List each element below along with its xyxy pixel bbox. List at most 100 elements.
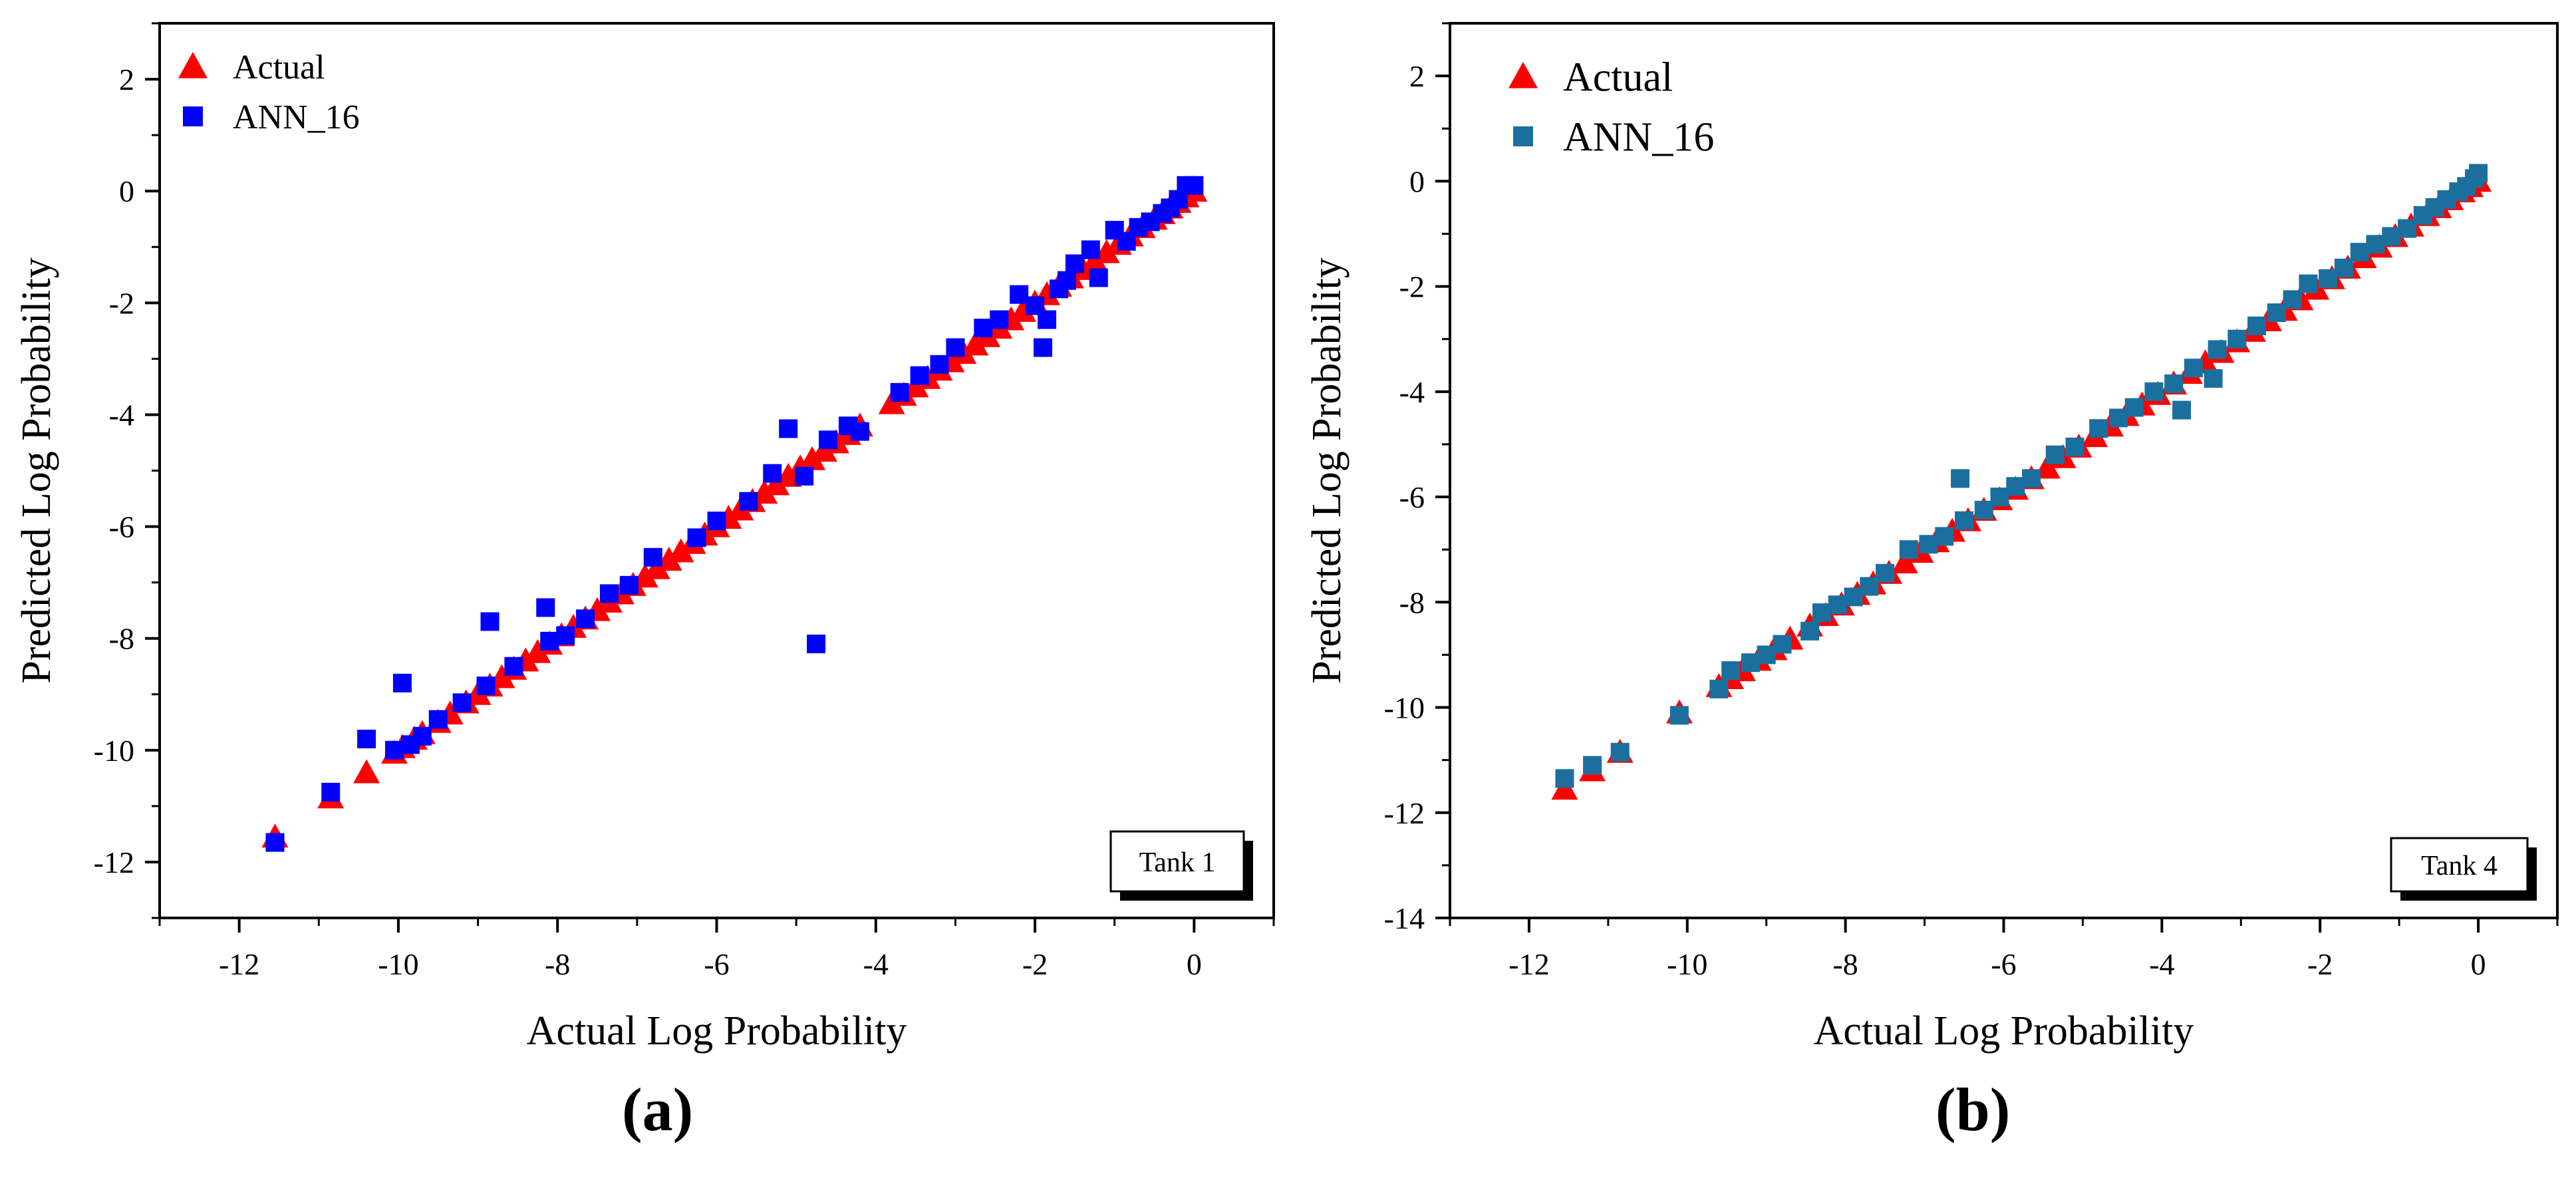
tag-label: Tank 1 (1139, 847, 1216, 878)
panel-a: -12 -10 -8 -6 -4 -2 0 -12 -10 -8 -6 -4 -2 0 2 Actual Lo… (14, 22, 1275, 1054)
ann16-point (974, 319, 993, 338)
ann16-point (2144, 382, 2164, 401)
ann16-point (2006, 477, 2025, 496)
ann16-point (476, 676, 496, 696)
x-tick-label: -10 (1667, 947, 1707, 981)
ann16-point (1034, 338, 1053, 357)
y-tick-label: -12 (94, 845, 134, 879)
tag-box (2390, 837, 2529, 893)
ann16-point (1010, 285, 1029, 304)
ann16-point (910, 366, 929, 385)
actual-point (811, 438, 838, 462)
ann16-point (480, 612, 500, 631)
legend-ann16-marker (183, 106, 203, 126)
ann16-point (1951, 469, 1970, 488)
ann16-point (2204, 369, 2223, 388)
ann16-point (504, 657, 523, 676)
ann16-point (795, 466, 814, 486)
x-tick-label: -2 (1022, 947, 1048, 981)
y-tick-label: -10 (1384, 691, 1425, 725)
actual-point (962, 331, 989, 356)
ann16-point (2299, 274, 2318, 293)
x-axis-label: Actual Log Probability (527, 1008, 907, 1054)
ann16-point (428, 710, 448, 729)
x-tick-label: -4 (863, 947, 889, 981)
x-axis-label: Actual Log Probability (1814, 1008, 2194, 1054)
ann16-point (1990, 488, 2009, 507)
tag-box (1109, 830, 1245, 893)
ann16-point (540, 631, 559, 651)
y-tick-label: -10 (94, 734, 134, 768)
ann16-point (536, 598, 555, 617)
ann16-point (357, 730, 376, 748)
ann16-point (392, 673, 412, 692)
ann16-point (2065, 437, 2084, 456)
legend-actual-marker (178, 52, 208, 78)
ann16-point (265, 833, 285, 852)
panel-b: -12 -10 -8 -6 -4 -2 0 -14 -12 -10 -8 -6 -4 -2 0 2 Actual… (1304, 22, 2559, 1054)
ann16-point (1610, 742, 1630, 762)
actual-point (799, 446, 826, 470)
legend-actual-marker (1508, 62, 1538, 88)
ann16-point (1812, 603, 1831, 623)
ann16-point (1955, 511, 1974, 530)
ann16-point (1773, 635, 1792, 654)
legend-label: ANN_16 (1563, 115, 1714, 160)
ann16-point (1065, 254, 1084, 273)
ann16-point (1919, 535, 1938, 554)
ann16-point (1089, 268, 1108, 287)
y-tick-label: -12 (1384, 796, 1425, 830)
ann16-point (599, 584, 619, 603)
ann16-point (930, 355, 949, 374)
ann16-point (1800, 621, 1820, 641)
ann16-point (1757, 645, 1776, 665)
y-tick-label: -2 (1399, 270, 1425, 304)
ann16-point (946, 338, 965, 357)
ann16-point (739, 492, 758, 511)
y-tick-label: -2 (109, 286, 134, 320)
ann16-point (2382, 227, 2401, 246)
ann16-point (1828, 595, 1847, 615)
y-tick-label: -4 (109, 398, 134, 432)
x-tick-label: -12 (219, 947, 259, 981)
ann16-point (2124, 398, 2144, 417)
actual-point (878, 390, 905, 414)
ann16-point (619, 575, 639, 595)
y-tick-label: -8 (1399, 585, 1425, 619)
y-axis-label: Predicted Log Probability (14, 257, 59, 684)
x-tick-label: -12 (1508, 947, 1549, 981)
y-axis-label: Predicted Log Probability (1304, 257, 1350, 684)
ann16-point (452, 693, 472, 712)
ann16-point (2398, 219, 2417, 238)
ann16-point (643, 547, 662, 567)
actual-point (763, 471, 790, 496)
ann16-point (1038, 310, 1057, 329)
ann16-point (2334, 258, 2353, 277)
ann16-point (779, 419, 798, 438)
ann16-point (763, 464, 782, 483)
y-tick-label: -14 (1384, 901, 1425, 935)
x-tick-label: -4 (2149, 947, 2174, 981)
ann16-point (819, 430, 837, 450)
ann16-point (1899, 540, 1918, 559)
ann16-point (1709, 679, 1729, 698)
y-tick-label: 2 (119, 63, 134, 96)
y-tick-label: 0 (1409, 164, 1425, 198)
x-tick-label: 0 (1187, 947, 1202, 981)
ann16-point (576, 609, 595, 629)
ann16-point (1555, 769, 1574, 788)
ann16-point (1057, 271, 1076, 290)
ann16-point (321, 782, 341, 802)
ann16-point (2022, 469, 2041, 488)
panel-label-a: (a) (622, 1076, 694, 1143)
ann16-point (2184, 359, 2203, 378)
ann16-point (2350, 243, 2369, 262)
x-tick-label: -6 (704, 947, 729, 981)
legend-label: Actual (233, 49, 325, 86)
ann16-point (2164, 374, 2184, 393)
actual-point (1081, 247, 1108, 272)
ann16-point (707, 512, 726, 531)
actual-point (1891, 549, 1918, 573)
ann16-point (1860, 577, 1879, 596)
ann16-point (2366, 235, 2385, 254)
